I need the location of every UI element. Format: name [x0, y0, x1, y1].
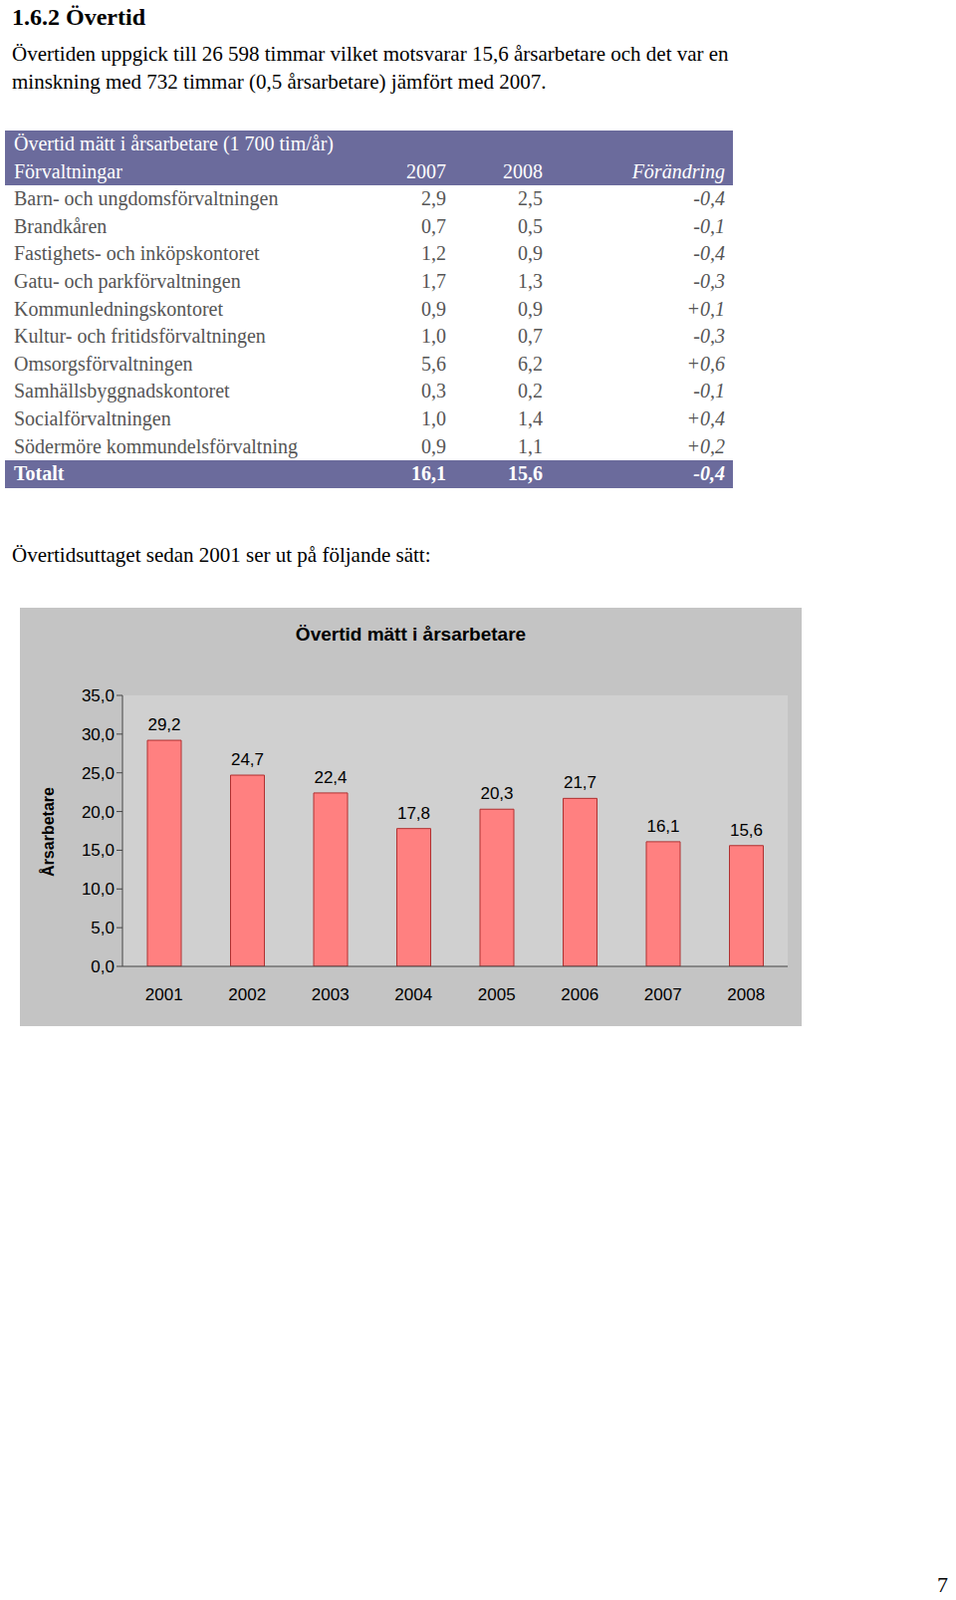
html-text:Socialförvaltningen: Socialförvaltningen — [13, 407, 171, 430]
html-text:2,9: 2,9 — [421, 187, 447, 210]
html-text:Kommunledningskontoret: Kommunledningskontoret — [13, 297, 224, 320]
html-text:5,6: 5,6 — [421, 352, 447, 375]
html-text:minskning med 732 timmar (0,5: minskning med 732 timmar (0,5 årsarbetar… — [11, 69, 547, 94]
html-text:Samhällsbyggnadskontoret: Samhällsbyggnadskontoret — [13, 379, 230, 402]
html-text:-0,4: -0,4 — [693, 187, 725, 210]
html-text:1,4: 1,4 — [517, 407, 543, 430]
svg-text:0,0: 0,0 — [90, 956, 115, 976]
html-text:1,7: 1,7 — [421, 269, 447, 292]
html-text:Barn- och ungdomsförvaltningen: Barn- och ungdomsförvaltningen — [13, 187, 279, 210]
html-text:0,5: 0,5 — [517, 214, 543, 237]
html-text:2007: 2007 — [406, 159, 447, 182]
html-text:Totalt: Totalt — [13, 462, 65, 485]
html-text:0,9: 0,9 — [517, 242, 543, 265]
html-text:+0,4: +0,4 — [686, 407, 725, 430]
html-text:-0,3: -0,3 — [693, 324, 725, 347]
svg-text:15,6: 15,6 — [729, 820, 763, 840]
svg-text:10,0: 10,0 — [81, 879, 115, 899]
html-text:16,1: 16,1 — [411, 462, 447, 485]
svg-text:17,8: 17,8 — [397, 803, 431, 823]
svg-text:21,7: 21,7 — [563, 772, 597, 792]
html-text:1,2: 1,2 — [421, 242, 447, 265]
html-text:1,3: 1,3 — [517, 269, 543, 292]
html-text:0,7: 0,7 — [421, 214, 447, 237]
svg-text:29,2: 29,2 — [147, 715, 181, 734]
html-text:Gatu- och parkförvaltningen: Gatu- och parkförvaltningen — [13, 269, 241, 292]
html-text:0,9: 0,9 — [421, 297, 447, 320]
svg-text:30,0: 30,0 — [81, 724, 115, 744]
html-text:0,9: 0,9 — [421, 434, 447, 457]
html-text:Årsarbetare: Årsarbetare — [39, 786, 57, 877]
html-text:-0,1: -0,1 — [693, 379, 725, 402]
html-text:-0,4: -0,4 — [693, 242, 725, 265]
svg-text:24,7: 24,7 — [231, 749, 264, 769]
html-text:0,2: 0,2 — [517, 379, 543, 402]
html-text:Fastighets- och inköpskontoret: Fastighets- och inköpskontoret — [13, 242, 260, 265]
svg-text:35,0: 35,0 — [81, 686, 115, 706]
html-text:1.6.2 Övertid: 1.6.2 Övertid — [11, 3, 146, 30]
html-text:Södermöre kommundelsförvaltnin: Södermöre kommundelsförvaltning — [13, 434, 298, 457]
html-text:15,6: 15,6 — [507, 462, 543, 485]
svg-text:2001: 2001 — [145, 984, 184, 1004]
html-text:-0,3: -0,3 — [693, 269, 725, 292]
svg-text:25,0: 25,0 — [81, 763, 115, 783]
svg-text:2002: 2002 — [228, 984, 266, 1004]
html-text:Övertiden uppgick till 26 598: Övertiden uppgick till 26 598 timmar vil… — [11, 41, 729, 66]
html-text:Övertidsuttaget sedan 2001 ser: Övertidsuttaget sedan 2001 ser ut på föl… — [11, 542, 431, 567]
html-text:Förvaltningar: Förvaltningar — [13, 159, 123, 182]
html-text:Omsorgsförvaltningen: Omsorgsförvaltningen — [13, 352, 193, 375]
html-text:+0,1: +0,1 — [686, 297, 725, 320]
html-text:6,2: 6,2 — [517, 352, 543, 375]
svg-text:16,1: 16,1 — [646, 816, 680, 836]
html-text:0,3: 0,3 — [421, 379, 447, 402]
html-text:Kultur- och fritidsförvaltning: Kultur- och fritidsförvaltningen — [13, 324, 266, 347]
html-text:+0,2: +0,2 — [686, 434, 725, 457]
html-text:Förändring: Förändring — [632, 159, 725, 182]
html-text:Brandkåren: Brandkåren — [13, 214, 107, 237]
html-text:+0,6: +0,6 — [686, 352, 725, 375]
html-text:-0,4: -0,4 — [693, 462, 725, 485]
svg-text:5,0: 5,0 — [90, 918, 115, 938]
html-text:Övertid mätt i årsarbetare: Övertid mätt i årsarbetare — [295, 623, 526, 645]
svg-text:2004: 2004 — [394, 984, 433, 1004]
html-text:Övertid mätt i årsarbetare (1: Övertid mätt i årsarbetare (1 700 tim/år… — [13, 132, 334, 155]
svg-text:20,0: 20,0 — [81, 802, 115, 822]
html-text:1,0: 1,0 — [421, 324, 447, 347]
svg-text:15,0: 15,0 — [81, 840, 115, 860]
svg-text:2005: 2005 — [478, 984, 516, 1004]
html-text:-0,1: -0,1 — [693, 214, 725, 237]
svg-text:20,3: 20,3 — [479, 783, 513, 803]
html-text:7: 7 — [937, 1571, 949, 1597]
svg-text:2008: 2008 — [726, 984, 765, 1004]
html-text:2008: 2008 — [502, 159, 543, 182]
html-text:2,5: 2,5 — [517, 187, 543, 210]
html-text:1,0: 1,0 — [421, 407, 447, 430]
svg-text:2003: 2003 — [311, 984, 350, 1004]
html-text:1,1: 1,1 — [517, 434, 543, 457]
html-text:0,9: 0,9 — [517, 297, 543, 320]
svg-text:22,4: 22,4 — [313, 767, 347, 787]
svg-text:2006: 2006 — [560, 984, 599, 1004]
svg-text:2007: 2007 — [644, 984, 683, 1004]
html-text:0,7: 0,7 — [517, 324, 543, 347]
